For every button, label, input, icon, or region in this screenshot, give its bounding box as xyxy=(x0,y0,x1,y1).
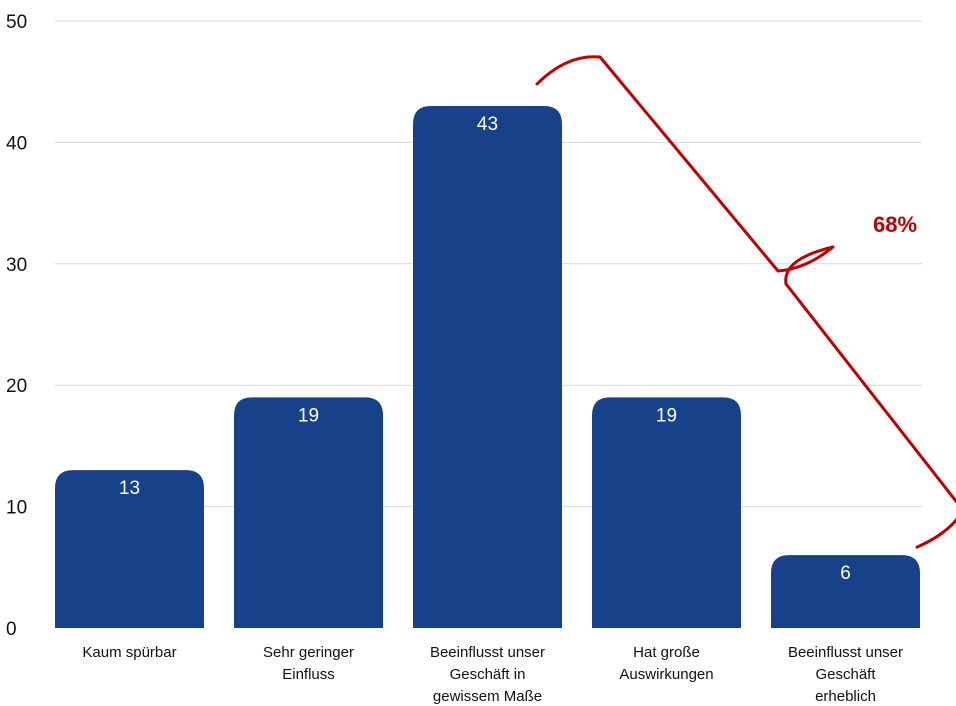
bar xyxy=(413,105,562,629)
annotation-label: 68% xyxy=(873,212,917,237)
y-tick-label: 40 xyxy=(6,133,27,154)
bar-value-label: 43 xyxy=(477,114,498,135)
y-tick-label: 10 xyxy=(6,498,27,519)
y-tick-label: 50 xyxy=(6,12,27,33)
bar-value-label: 19 xyxy=(656,405,677,426)
x-tick-label: Kaum spürbar xyxy=(82,644,176,661)
x-tick-label: Geschäft xyxy=(815,666,876,683)
bar xyxy=(592,397,741,628)
x-tick-label: Auswirkungen xyxy=(619,666,713,683)
y-tick-label: 20 xyxy=(6,376,27,397)
x-tick-label: erheblich xyxy=(815,688,876,705)
bar-value-label: 6 xyxy=(840,563,851,584)
x-tick-label: Beeinflusst unser xyxy=(788,644,903,661)
y-tick-label: 30 xyxy=(6,255,27,276)
bar-value-label: 19 xyxy=(298,405,319,426)
x-tick-label: Sehr geringer xyxy=(263,644,354,661)
bar xyxy=(55,470,204,628)
x-axis: Kaum spürbar Sehr geringer Einfluss Beeinfl… xyxy=(82,644,903,705)
bar xyxy=(771,555,920,628)
bars: 13 19 43 19 6 xyxy=(55,105,920,629)
bracket-annotation: 68% xyxy=(535,55,956,549)
x-tick-label: Geschäft in xyxy=(450,666,526,683)
bar-value-label: 13 xyxy=(119,478,140,499)
annotation-bracket xyxy=(535,55,956,549)
bar xyxy=(234,397,383,628)
x-tick-label: Einfluss xyxy=(282,666,335,683)
x-tick-label: Beeinflusst unser xyxy=(430,644,545,661)
y-tick-label: 0 xyxy=(6,619,17,640)
x-tick-label: Hat große xyxy=(633,644,700,661)
x-tick-label: gewissem Maße xyxy=(433,688,542,705)
y-axis: 0 10 20 30 40 50 xyxy=(6,12,27,640)
